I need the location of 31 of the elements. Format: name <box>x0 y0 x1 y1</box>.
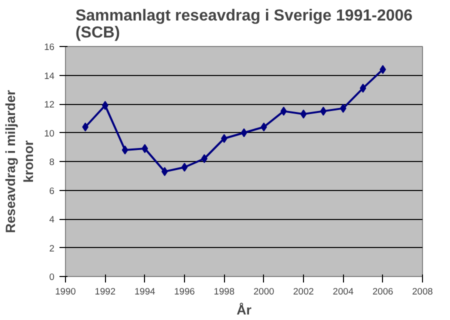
y-tick-label: 14 <box>44 70 55 81</box>
y-tick-label: 8 <box>49 157 55 167</box>
y-tick-label: 0 <box>49 272 55 282</box>
point <box>240 128 248 138</box>
x-tick-label: 1992 <box>94 286 116 296</box>
x-tick-label: 2008 <box>412 286 433 296</box>
point <box>181 162 188 172</box>
x-tick-label: 2000 <box>253 286 274 296</box>
x-tick-label: 1998 <box>214 286 235 296</box>
point <box>360 84 366 93</box>
x-tick-label: 2002 <box>293 286 314 296</box>
y-tick-label: 4 <box>49 214 55 224</box>
x-tick-label: 2004 <box>332 286 354 296</box>
x-axis-title: År <box>236 302 252 318</box>
x-tick-label: 1996 <box>174 286 195 296</box>
y-tick-label: 16 <box>44 42 55 52</box>
x-tick-label: 1990 <box>55 286 76 296</box>
chart-title: Sammanlagt reseavdrag i Sverige 1991-2006 (SCB) <box>75 8 413 42</box>
x-tick-label: 2006 <box>372 286 394 296</box>
y-axis-title: Reseavdrag i miljarder kronor <box>3 90 36 233</box>
point <box>380 65 386 74</box>
point <box>260 122 267 132</box>
point <box>122 146 128 154</box>
y-tick-label: 10 <box>44 128 55 138</box>
y-tick-label: 6 <box>49 186 55 196</box>
point <box>221 134 228 143</box>
y-tick-label: 12 <box>44 100 55 110</box>
y-tick-label: 2 <box>49 243 55 254</box>
point <box>300 110 307 119</box>
point <box>82 122 88 132</box>
x-tick-label: 1994 <box>134 286 156 296</box>
